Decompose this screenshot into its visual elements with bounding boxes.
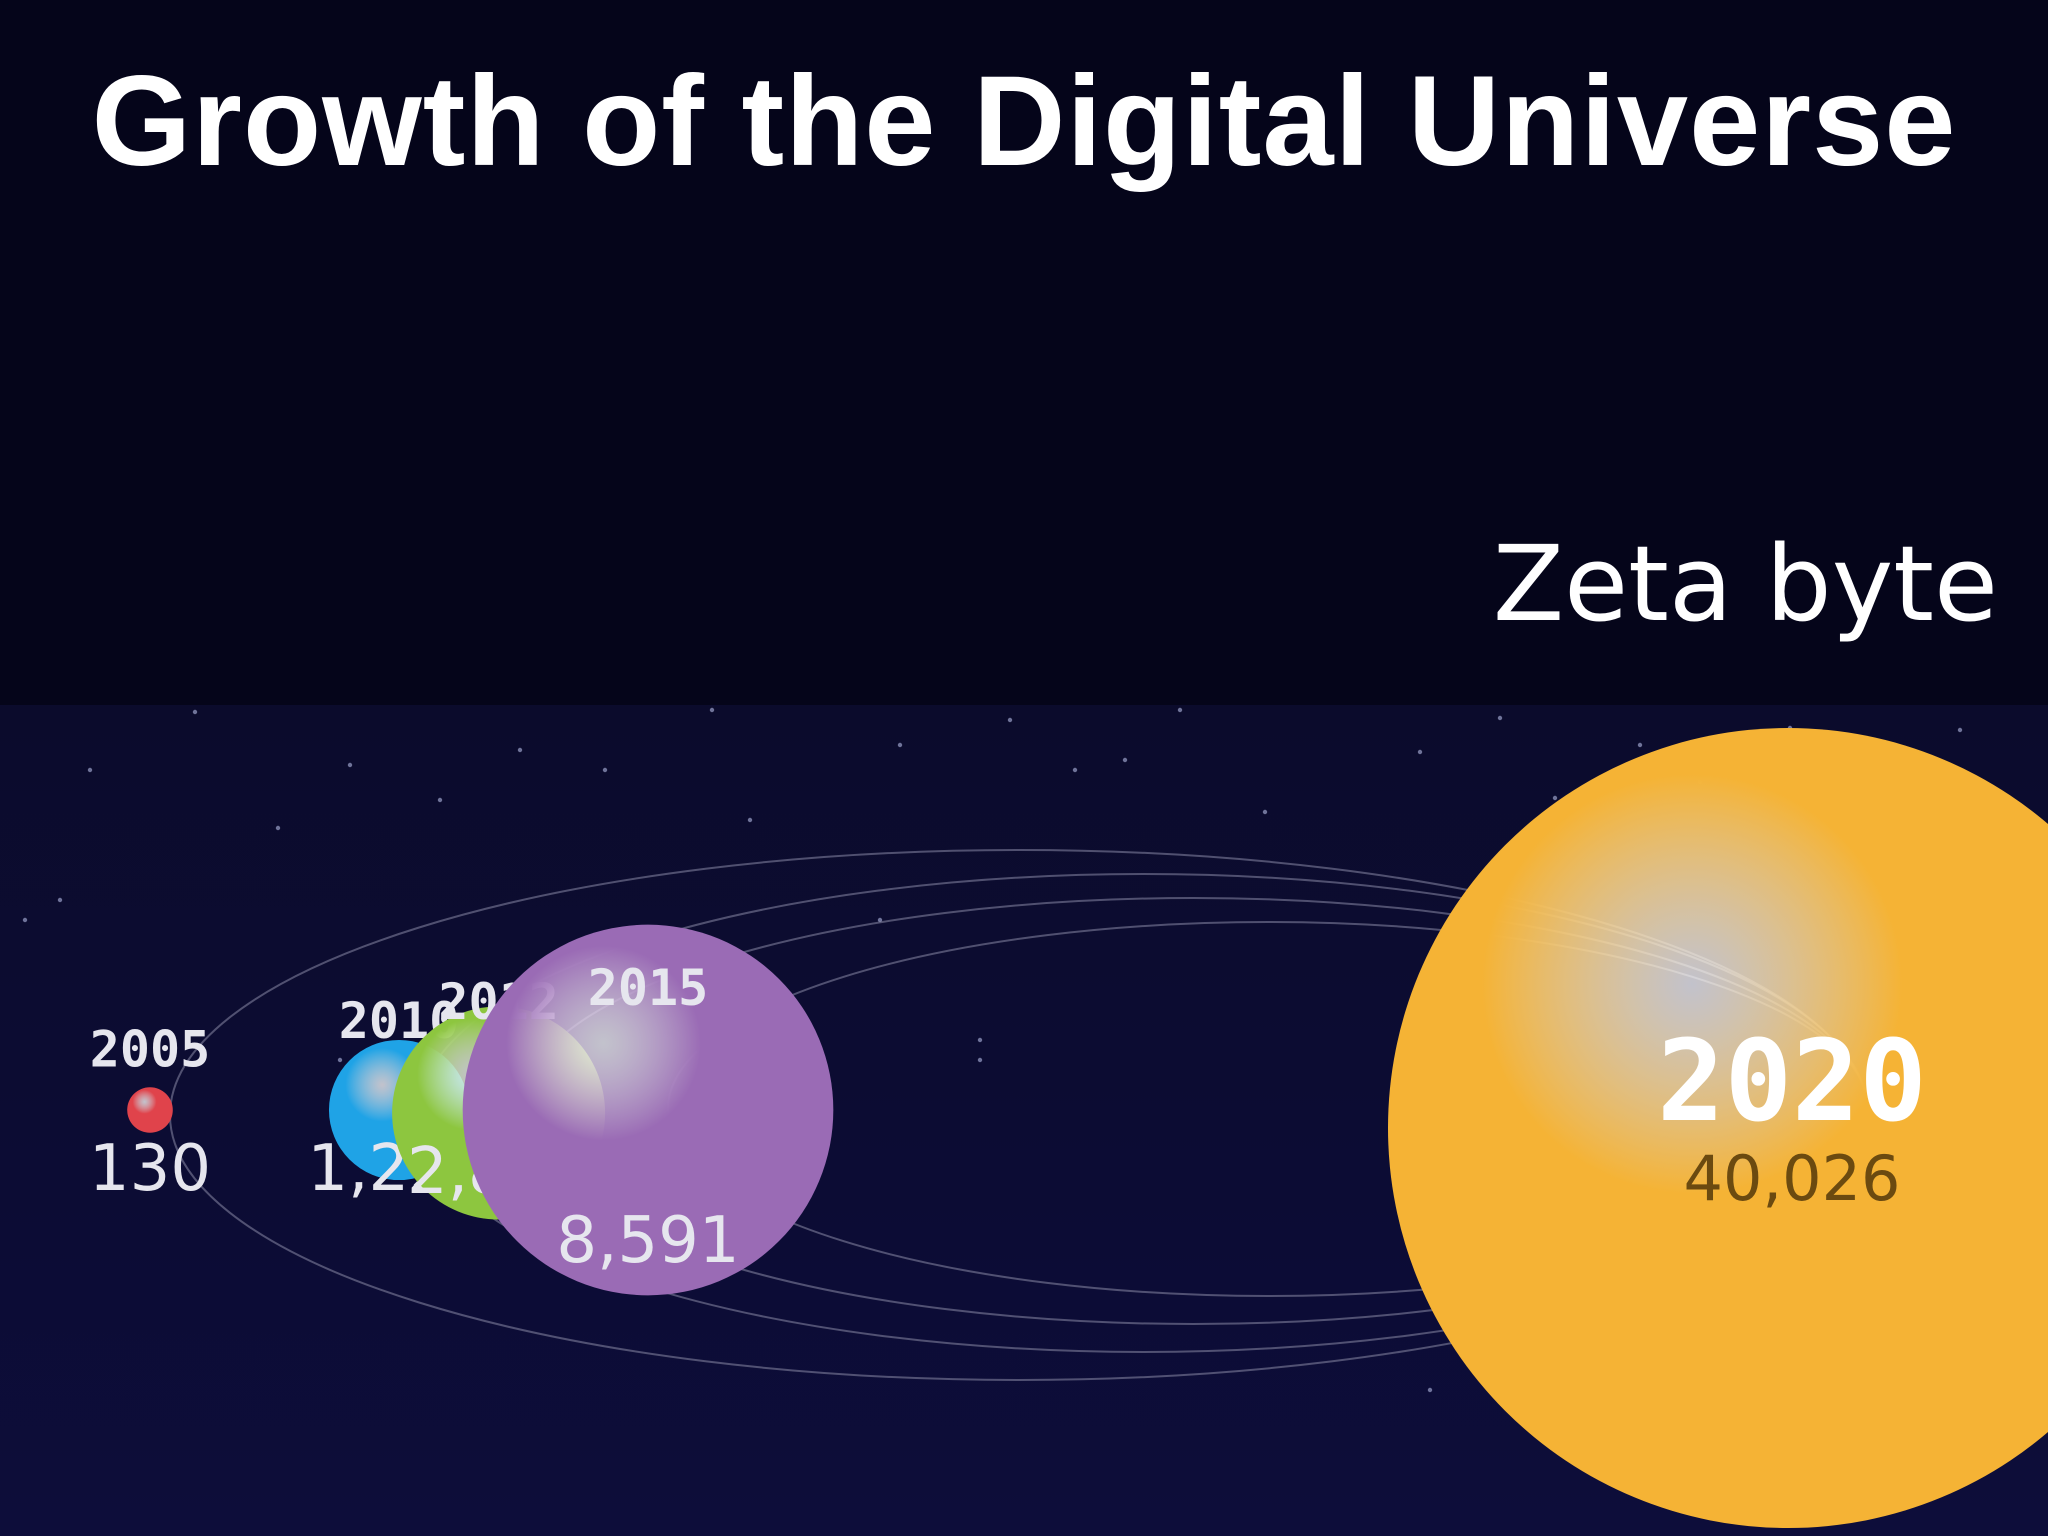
- star: [437, 797, 443, 803]
- star: [1497, 715, 1503, 721]
- star: [897, 742, 903, 748]
- star: [337, 1057, 343, 1063]
- value-label-2020: 40,026: [1684, 1142, 1901, 1215]
- star: [517, 747, 523, 753]
- star: [877, 917, 883, 923]
- star: [1637, 742, 1643, 748]
- bubble-2005: [127, 1087, 173, 1133]
- star: [57, 897, 63, 903]
- star: [709, 707, 715, 713]
- page-title: Growth of the Digital Universe: [91, 50, 1957, 193]
- star: [1007, 717, 1013, 723]
- unit-label: Zeta byte: [1492, 523, 1998, 645]
- star: [1552, 795, 1558, 801]
- star: [1177, 707, 1183, 713]
- star: [1262, 809, 1268, 815]
- star: [1427, 1387, 1433, 1393]
- star: [977, 1037, 983, 1043]
- value-label-2015: 8,591: [556, 1204, 739, 1278]
- star: [1417, 749, 1423, 755]
- value-label-2005: 130: [89, 1132, 211, 1206]
- year-label-2005: 2005: [90, 1020, 210, 1078]
- year-label-2015: 2015: [588, 959, 708, 1017]
- star: [602, 767, 608, 773]
- star: [1072, 767, 1078, 773]
- star: [22, 917, 28, 923]
- star: [192, 709, 198, 715]
- star: [977, 1057, 983, 1063]
- star: [1122, 757, 1128, 763]
- year-label-2020: 2020: [1657, 1017, 1927, 1147]
- star: [1957, 727, 1963, 733]
- bubble-2020: [1388, 728, 2048, 1528]
- star: [747, 817, 753, 823]
- star: [347, 762, 353, 768]
- star: [275, 825, 281, 831]
- bubble-2015: [462, 924, 834, 1296]
- star: [87, 767, 93, 773]
